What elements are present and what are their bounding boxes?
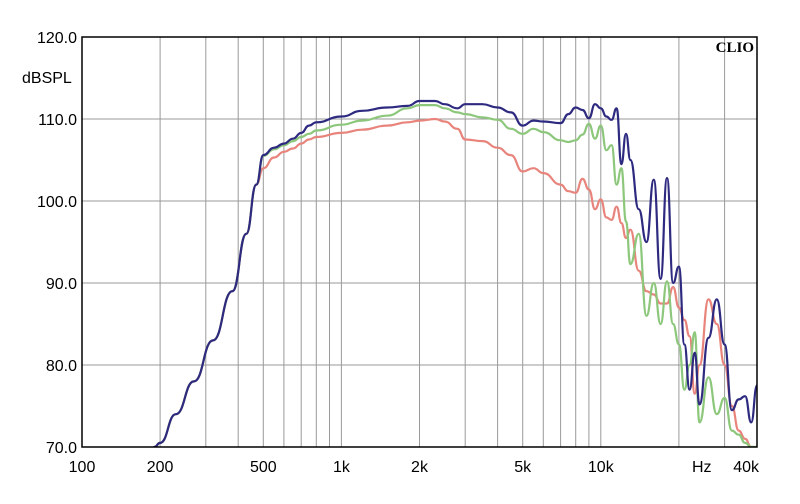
- x-tick-label: 200: [147, 459, 174, 476]
- series-line-2: [153, 103, 757, 447]
- x-tick-label: 40k: [733, 459, 760, 476]
- series-line-3: [153, 99, 757, 447]
- y-tick-label: 100.0: [37, 194, 77, 211]
- x-tick-label: 10k: [588, 459, 615, 476]
- y-axis-label: dBSPL: [22, 70, 72, 87]
- x-tick-label: 1k: [333, 459, 351, 476]
- y-tick-label: 120.0: [37, 30, 77, 47]
- x-tick-label: 5k: [514, 459, 532, 476]
- y-axis-tick-labels: 120.0 110.0 100.0 90.0 80.0 70.0: [37, 30, 77, 457]
- y-tick-label: 80.0: [46, 358, 77, 375]
- gridlines: [82, 37, 757, 447]
- x-tick-label: 100: [69, 459, 96, 476]
- plot-frame: [81, 36, 758, 448]
- x-axis-unit-label: Hz: [692, 459, 712, 476]
- plot-series: [153, 99, 757, 447]
- y-tick-label: 110.0: [38, 112, 77, 129]
- x-axis-tick-labels: 100 200 500 1k 2k 5k 10k 40k: [69, 459, 760, 476]
- y-tick-label: 70.0: [46, 440, 77, 457]
- y-tick-label: 90.0: [46, 276, 77, 293]
- clio-brand-label: CLIO: [716, 40, 754, 56]
- x-tick-label: 2k: [411, 459, 429, 476]
- series-line-1: [153, 117, 757, 447]
- x-tick-label: 500: [250, 459, 277, 476]
